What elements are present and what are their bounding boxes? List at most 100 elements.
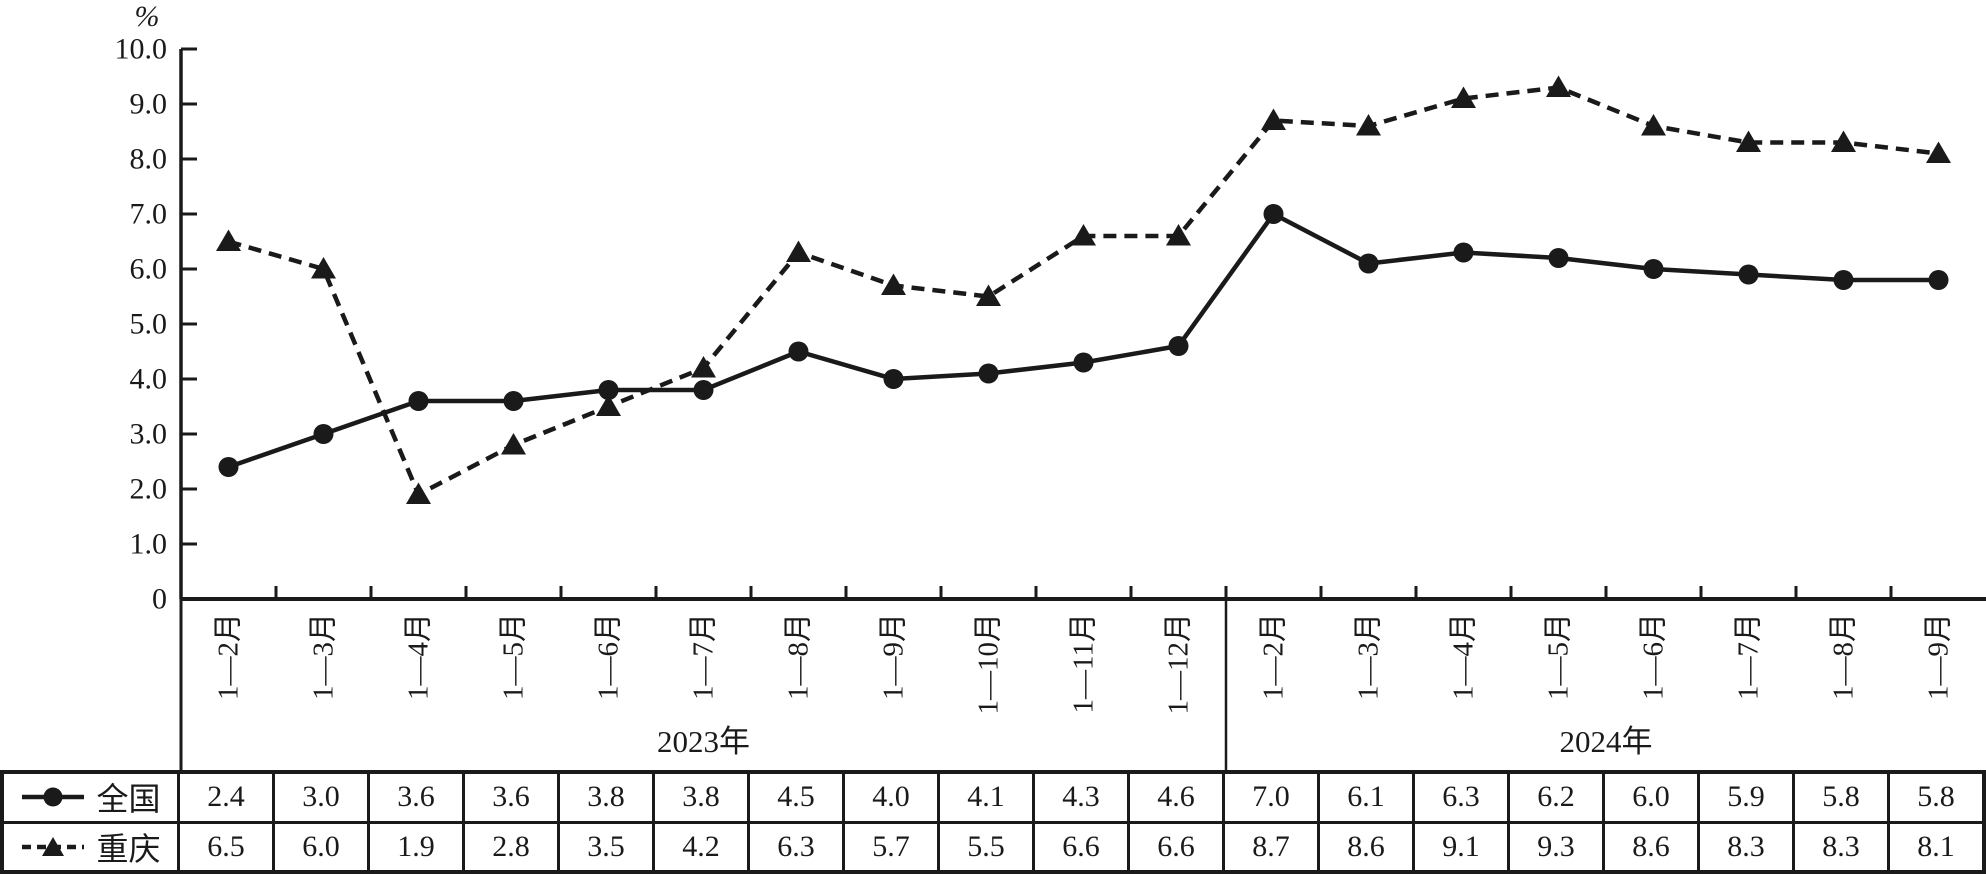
y-tick-label: 3.0 [130,418,168,451]
value-cell-national: 6.3 [1415,774,1507,821]
value-cell-chongqing: 6.3 [750,823,842,870]
x-category-label: 1—8月 [783,613,815,700]
series-chongqing-marker [1546,75,1571,97]
series-national-marker [693,380,714,400]
value-cell-national: 7.0 [1225,774,1317,821]
legend-national: 全国 [4,774,177,821]
x-category-label: 1—9月 [878,613,910,700]
value-cell-chongqing: 2.8 [465,823,557,870]
series-national-marker [503,391,524,411]
x-category-label: 1—6月 [1638,613,1670,700]
series-chongqing-marker [1071,224,1096,246]
series-chongqing-marker [1166,224,1191,246]
value-cell-national: 6.0 [1605,774,1697,821]
value-cell-national: 3.6 [465,774,557,821]
series-national-marker [788,341,809,362]
value-cell-national: 4.1 [940,774,1032,821]
y-tick-label: 2.0 [130,473,168,506]
value-cell-chongqing: 5.7 [845,823,937,870]
value-cell-chongqing: 4.2 [655,823,747,870]
legend-chongqing-label: 重庆 [96,830,161,867]
line-chart: 0 1.0 2.0 3.0 4.0 5.0 6.0 7.0 8.0 9.0 10.0% 1—2月 1—3… [115,0,1986,770]
x-category-label: 1—6月 [593,613,625,700]
x-category-label: 1—11月 [1068,613,1100,713]
value-cell-chongqing: 9.3 [1510,823,1602,870]
series-national-marker [1738,264,1759,285]
value-cell-national: 4.3 [1035,774,1127,821]
value-cell-national: 5.8 [1795,774,1887,821]
series-national-marker [1168,336,1189,356]
x-category-label: 1—10月 [973,613,1005,715]
value-cell-chongqing: 8.6 [1605,823,1697,870]
x-category-label: 1—5月 [1543,613,1575,700]
value-cell-chongqing: 8.7 [1225,823,1317,870]
value-cell-national: 3.0 [275,774,367,821]
value-cell-national: 4.6 [1130,774,1222,821]
series-chongqing-marker [1926,141,1951,163]
y-tick-label: 1.0 [130,528,168,561]
year-label-2023: 2023年 [657,724,750,759]
x-category-label: 1—4月 [1448,613,1480,700]
legend-swatch-chongqing-icon [22,836,85,856]
series-chongqing-marker [881,273,906,295]
legend-swatch-national-icon [22,787,85,807]
series-chongqing-marker [1356,114,1381,136]
y-tick-label: 6.0 [130,253,168,286]
series-chongqing-marker [1831,130,1856,152]
value-cell-national: 5.9 [1700,774,1792,821]
x-category-label: 1—7月 [688,613,720,700]
series-chongqing-marker [1736,130,1761,152]
series-chongqing-marker [311,257,336,279]
y-tick-label: 7.0 [130,198,168,231]
series-chongqing-marker [406,482,431,504]
x-category-label: 1—9月 [1923,613,1955,700]
series-chongqing-marker [501,433,526,455]
y-tick-label: 8.0 [130,143,168,176]
value-cell-chongqing: 9.1 [1415,823,1507,870]
value-cell-national: 2.4 [180,774,272,821]
series-national-marker [1263,204,1284,224]
y-tick-label: 9.0 [130,88,168,121]
y-axis-unit-label: % [135,0,160,33]
value-cell-chongqing: 1.9 [370,823,462,870]
value-cell-national: 4.0 [845,774,937,821]
value-cell-chongqing: 6.6 [1130,823,1222,870]
value-cell-chongqing: 8.1 [1890,823,1982,870]
legend-chongqing: 重庆 [4,823,177,870]
series-chongqing-marker [596,394,621,416]
series-national-marker [1358,253,1379,274]
y-tick-label: 5.0 [130,308,168,341]
value-cell-national: 6.2 [1510,774,1602,821]
legend-national-label: 全国 [96,781,161,818]
series-national-marker [1928,270,1949,290]
x-category-label: 1—4月 [403,613,435,700]
x-category-label: 1—12月 [1163,613,1195,715]
value-cell-national: 3.8 [560,774,652,821]
series-chongqing-marker [1451,86,1476,108]
value-cell-national: 3.8 [655,774,747,821]
series-national-marker [313,424,334,444]
series-chongqing-marker [691,356,716,378]
year-label-2024: 2024年 [1560,724,1653,759]
value-cell-chongqing: 8.3 [1700,823,1792,870]
value-cell-chongqing: 3.5 [560,823,652,870]
series-national-marker [1073,352,1094,373]
value-cell-chongqing: 6.0 [275,823,367,870]
y-tick-label: 4.0 [130,363,168,396]
series-national-marker [883,369,904,389]
value-cell-national: 6.1 [1320,774,1412,821]
y-tick-label: 10.0 [115,33,168,66]
data-table: 全国 2.4 3.0 3.6 3.6 3.8 3.8 4.5 4.0 4.1 4.3 4.6 7.0 6.… [0,770,1986,874]
x-category-label: 1—3月 [308,613,340,700]
value-cell-chongqing: 8.6 [1320,823,1412,870]
series-chongqing-marker [976,284,1001,306]
series-chongqing-marker [1641,114,1666,136]
x-category-label: 1—2月 [1258,613,1290,700]
series-chongqing-line [227,85,1939,498]
x-category-label: 1—5月 [498,613,530,700]
value-cell-national: 3.6 [370,774,462,821]
series-chongqing-marker [216,229,241,251]
series-national-marker [408,391,429,411]
x-category-label: 1—2月 [213,613,245,700]
